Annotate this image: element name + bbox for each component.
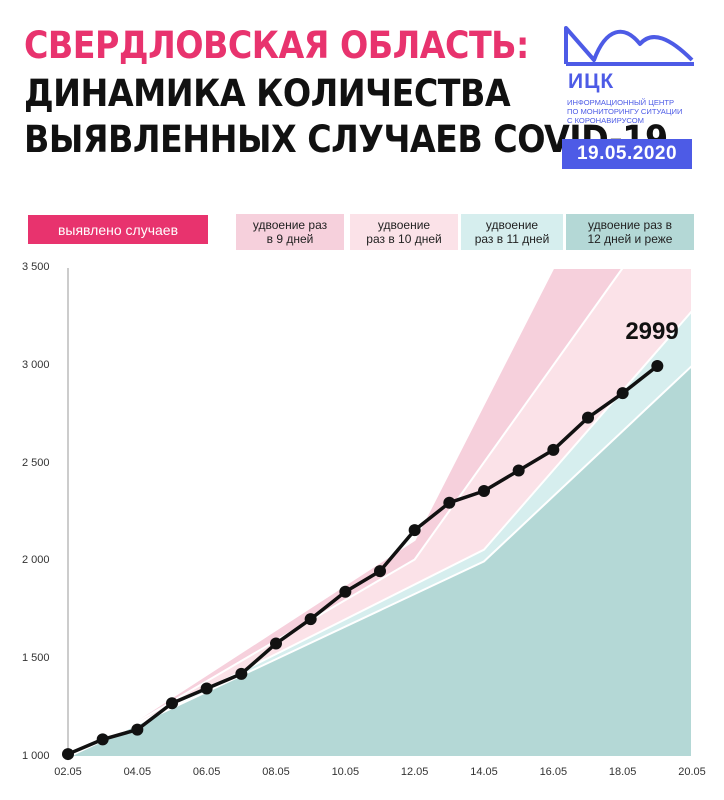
title-line-1: СВЕРДЛОВСКАЯ ОБЛАСТЬ: — [24, 24, 529, 67]
data-point — [62, 748, 74, 761]
logo-description: ИНФОРМАЦИОННЫЙ ЦЕНТР ПО МОНИТОРИНГУ СИТУ… — [567, 98, 707, 125]
data-point — [512, 464, 525, 477]
y-tick-label: 3 500 — [22, 261, 50, 273]
x-tick-label: 14.05 — [470, 766, 498, 778]
legend-line: удвоение раз в — [588, 218, 672, 232]
logo-abbr: ИЦК — [568, 70, 615, 93]
data-point — [374, 565, 386, 578]
doubling-band — [68, 268, 692, 757]
date-badge: 19.05.2020 — [562, 139, 692, 169]
data-point — [339, 585, 352, 598]
data-point — [408, 524, 421, 537]
legend-doubling-11: удвоение раз в 11 дней — [461, 214, 563, 250]
y-tick-label: 2 500 — [22, 456, 50, 469]
logo-desc-line: ПО МОНИТОРИНГУ СИТУАЦИИ — [567, 107, 683, 116]
legend-line: раз в 10 дней — [366, 232, 442, 246]
x-tick-label: 16.05 — [539, 766, 568, 778]
x-tick-label: 06.05 — [192, 766, 221, 778]
series-line — [67, 364, 659, 756]
legend-doubling-12: удвоение раз в 12 дней и реже — [566, 214, 694, 250]
data-point — [96, 733, 109, 746]
x-tick-label: 10.05 — [331, 766, 360, 778]
y-tick-label: 1 500 — [22, 652, 50, 665]
data-point — [200, 682, 213, 695]
legend-line: удвоение — [377, 218, 431, 232]
last-value-label: 2999 — [625, 317, 679, 345]
legend-doubling-10: удвоение раз в 10 дней — [350, 214, 458, 250]
title-line-3: ВЫЯВЛЕННЫХ СЛУЧАЕВ COVID-19 — [24, 118, 668, 161]
legend-line: в 9 дней — [266, 232, 314, 246]
legend-doubling-9: удвоение раз в 9 дней — [236, 214, 344, 250]
x-tick-label: 02.05 — [54, 766, 82, 778]
x-tick-label: 20.05 — [678, 766, 706, 778]
legend-line: 12 дней и реже — [587, 232, 673, 246]
ick-logo-icon — [564, 26, 694, 66]
legend-line: раз в 11 дней — [474, 232, 550, 246]
legend-line: удвоение — [485, 218, 539, 232]
data-point — [304, 613, 317, 626]
legend-line: удвоение раз — [252, 218, 328, 232]
data-point — [616, 387, 629, 400]
x-tick-label: 18.05 — [608, 766, 637, 778]
legend-cases: выявлено случаев — [28, 215, 208, 244]
data-point — [166, 697, 178, 710]
data-point — [651, 359, 664, 372]
title-line-2: ДИНАМИКА КОЛИЧЕСТВА — [24, 72, 511, 115]
data-point — [547, 443, 560, 456]
data-point — [582, 411, 594, 424]
data-point — [478, 484, 490, 497]
data-point — [443, 496, 456, 509]
y-tick-label: 2 000 — [22, 554, 50, 567]
logo-desc-line: ИНФОРМАЦИОННЫЙ ЦЕНТР — [567, 98, 675, 107]
logo-desc-line: С КОРОНАВИРУСОМ — [567, 116, 644, 125]
data-point — [131, 723, 144, 736]
data-point — [235, 667, 248, 680]
y-tick-label: 1 000 — [22, 750, 50, 762]
x-tick-label: 12.05 — [400, 766, 429, 778]
data-point — [270, 637, 282, 650]
x-tick-label: 08.05 — [262, 766, 290, 778]
y-tick-label: 3 000 — [22, 358, 50, 371]
x-tick-label: 04.05 — [123, 766, 152, 778]
